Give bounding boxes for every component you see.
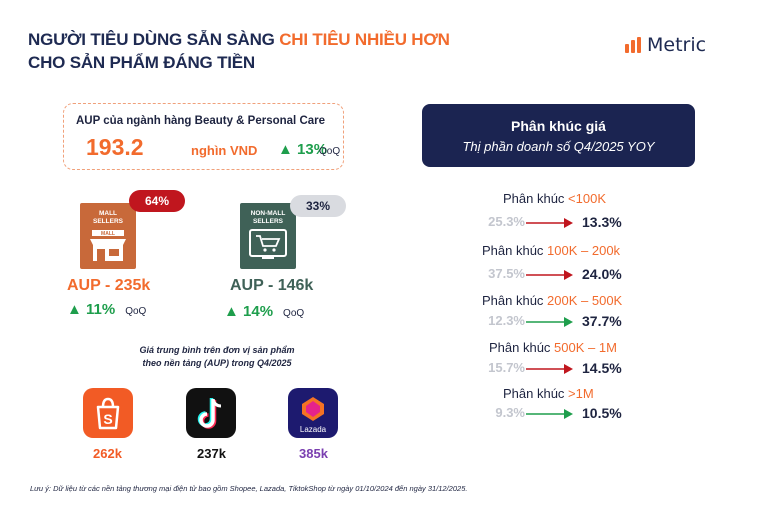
aup-header: AUP của ngành hàng Beauty & Personal Car… bbox=[76, 115, 326, 127]
online-cart-icon bbox=[249, 229, 287, 259]
mall-share-badge: 64% bbox=[129, 190, 185, 212]
aup-value: 193.2 bbox=[86, 134, 144, 160]
segment-new-value: 13.3% bbox=[582, 214, 622, 230]
segment-old-value: 15.7% bbox=[488, 360, 525, 375]
segment-label: Phân khúc 200K – 500K bbox=[482, 293, 623, 308]
panel-heading: Phân khúc giá bbox=[511, 118, 606, 134]
nonmall-share-badge: 33% bbox=[290, 195, 346, 217]
shopee-aup: 262k bbox=[93, 446, 122, 461]
segment-label: Phân khúc >1M bbox=[503, 386, 594, 401]
tiktok-aup: 237k bbox=[197, 446, 226, 461]
platform-aup-caption: Giá trung bình trên đơn vị sản phẩm theo… bbox=[139, 345, 295, 368]
nonmall-aup: AUP - 146k bbox=[230, 277, 314, 294]
arrow-right-icon bbox=[526, 409, 573, 419]
price-segment-header: Phân khúc giá Thị phần doanh số Q4/2025 … bbox=[422, 104, 695, 167]
arrow-right-icon bbox=[526, 317, 573, 327]
nonmall-store-icon: NON-MALL SELLERS bbox=[240, 203, 296, 269]
nonmall-period: QoQ bbox=[283, 308, 305, 319]
arrow-right-icon bbox=[526, 364, 573, 374]
metric-logo: Metric bbox=[625, 34, 706, 56]
segment-old-value: 12.3% bbox=[488, 313, 525, 328]
title-highlight: CHI TIÊU NHIỀU HƠN bbox=[279, 30, 450, 49]
arrow-right-icon bbox=[526, 218, 573, 228]
shopee-icon: S bbox=[83, 388, 133, 438]
segment-new-value: 37.7% bbox=[582, 313, 622, 329]
aup-period: QoQ bbox=[319, 146, 341, 157]
segment-old-value: 25.3% bbox=[488, 214, 525, 229]
mall-sign-label: MALL bbox=[101, 231, 115, 237]
lazada-aup: 385k bbox=[299, 446, 328, 461]
lazada-icon: Lazada bbox=[288, 388, 338, 438]
mall-growth-row: ▲ 11% QoQ bbox=[67, 301, 146, 318]
segment-new-value: 14.5% bbox=[582, 360, 622, 376]
mall-store-icon: MALL SELLERS MALL bbox=[80, 203, 136, 269]
segment-old-value: 37.5% bbox=[488, 266, 525, 281]
segment-new-value: 24.0% bbox=[582, 266, 622, 282]
aup-unit: nghìn VND bbox=[191, 143, 258, 158]
svg-text:S: S bbox=[103, 411, 112, 427]
segment-old-value: 9.3% bbox=[495, 405, 525, 420]
mall-period: QoQ bbox=[125, 306, 147, 317]
footnote: Lưu ý: Dữ liệu từ các nền tảng thương mạ… bbox=[30, 484, 468, 493]
lazada-wordmark: Lazada bbox=[300, 425, 327, 434]
segment-new-value: 10.5% bbox=[582, 405, 622, 421]
title-line1: NGƯỜI TIÊU DÙNG SẴN SÀNG bbox=[28, 30, 280, 49]
segment-label: Phân khúc <100K bbox=[503, 191, 606, 206]
title-line2: CHO SẢN PHẨM ĐÁNG TIỀN bbox=[28, 53, 255, 72]
segment-label: Phân khúc 500K – 1M bbox=[489, 340, 617, 355]
nonmall-growth-row: ▲ 14% QoQ bbox=[224, 303, 304, 320]
aup-summary-box: AUP của ngành hàng Beauty & Personal Car… bbox=[63, 103, 344, 170]
mall-growth: ▲ 11% bbox=[67, 301, 116, 318]
aup-growth: ▲ 13% bbox=[278, 141, 328, 158]
logo-text: Metric bbox=[647, 34, 707, 56]
nonmall-growth: ▲ 14% bbox=[224, 303, 274, 320]
bar-chart-icon bbox=[625, 37, 641, 53]
panel-subheading: Thị phần doanh số Q4/2025 YOY bbox=[462, 139, 655, 154]
page-title: NGƯỜI TIÊU DÙNG SẴN SÀNG CHI TIÊU NHIỀU … bbox=[28, 28, 450, 74]
segment-label: Phân khúc 100K – 200k bbox=[482, 243, 621, 258]
arrow-right-icon bbox=[526, 270, 573, 280]
mall-aup: AUP - 235k bbox=[67, 277, 151, 294]
storefront-icon: MALL bbox=[90, 230, 126, 261]
tiktok-icon bbox=[186, 388, 236, 438]
